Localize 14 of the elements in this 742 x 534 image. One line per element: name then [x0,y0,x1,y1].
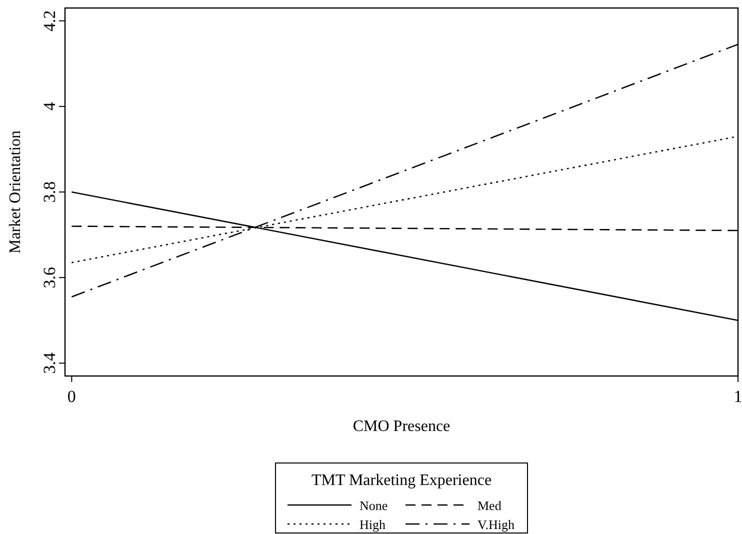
y-axis-title: Market Orientation [7,130,24,254]
y-tick-label: 4.2 [40,10,59,32]
y-tick-label: 4 [40,102,59,111]
legend-label: V.High [478,517,515,532]
legend-label: Med [478,498,502,513]
y-tick-label: 3.8 [40,181,59,203]
legend-label: None [360,498,388,513]
legend-label: High [360,517,386,532]
x-tick-label: 0 [67,387,76,406]
x-axis-title: CMO Presence [352,418,450,435]
y-tick-label: 3.4 [40,352,59,374]
legend-title: TMT Marketing Experience [311,472,492,489]
y-tick-label: 3.6 [40,266,59,288]
x-tick-label: 1 [734,387,742,406]
